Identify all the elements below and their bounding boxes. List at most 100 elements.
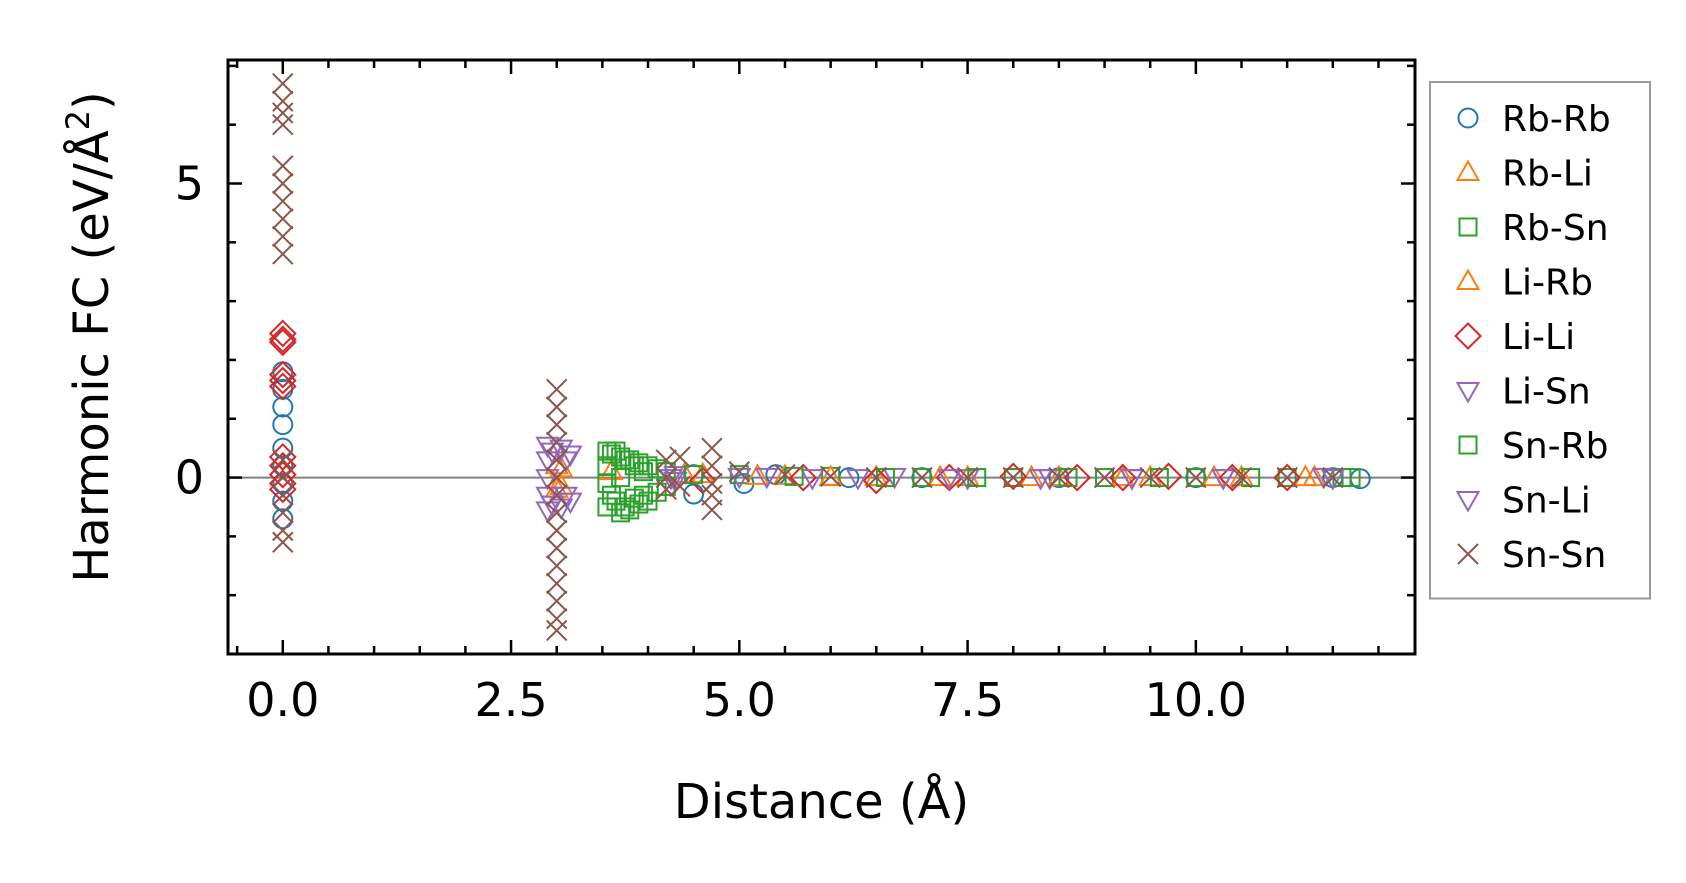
y-axis-label-main: Harmonic FC (eV/Å: [63, 130, 120, 583]
tick-labels: 0.0 2.5 5.0 7.5 10.0 0 5: [175, 157, 1247, 727]
data-point: [1110, 464, 1136, 487]
legend-box: [1429, 81, 1651, 600]
data-point: [701, 499, 723, 521]
data-point: [1276, 466, 1298, 489]
data-point: [546, 537, 568, 559]
data-point: [729, 465, 749, 485]
data-point: [272, 225, 294, 248]
y-tick-label: 0: [175, 451, 204, 505]
data-point: [272, 466, 294, 489]
data-point: [272, 243, 294, 265]
data-point: [1093, 466, 1116, 489]
legend-label: Li-Sn: [1502, 372, 1591, 413]
plot-frame: [226, 58, 1417, 656]
y-axis-label-superscript: 2: [59, 110, 97, 130]
data-point: [272, 531, 294, 553]
data-point: [272, 508, 294, 530]
data-point: [539, 495, 565, 518]
x-tick-label: 2.5: [474, 673, 547, 727]
legend-label: Li-Li: [1502, 317, 1575, 358]
data-point: [655, 449, 677, 471]
x-tick-label: 7.5: [931, 673, 1004, 727]
data-point: [546, 572, 568, 595]
data-point: [272, 90, 294, 112]
data-point: [1273, 463, 1302, 492]
data-point: [789, 463, 818, 492]
data-point: [1230, 466, 1253, 489]
data-point: [272, 455, 294, 477]
data-point: [655, 466, 677, 489]
data-point: [865, 466, 887, 489]
data-point: [956, 466, 979, 489]
data-point: [272, 102, 294, 124]
data-point: [546, 502, 568, 524]
data-point: [268, 360, 297, 389]
data-point: [272, 484, 294, 506]
data-point: [546, 413, 568, 436]
data-point: [1293, 464, 1318, 487]
data-point: [927, 464, 953, 487]
data-point: [272, 155, 294, 177]
data-point: [1063, 463, 1092, 492]
data-point: [774, 463, 796, 486]
legend-marker: [1455, 268, 1481, 290]
data-point: [1095, 468, 1115, 488]
legend-label: Rb-Rb: [1502, 99, 1611, 140]
data-point: [633, 462, 653, 482]
data-point: [1322, 466, 1344, 489]
data-point: [272, 208, 294, 230]
legend-label: Sn-Li: [1502, 481, 1591, 522]
data-point: [669, 475, 691, 498]
axis-ticks: [228, 60, 1415, 656]
data-point: [272, 190, 294, 212]
data-point: [728, 460, 751, 483]
data-point: [819, 465, 842, 488]
data-point: [272, 396, 294, 418]
data-point: [1108, 463, 1137, 492]
legend-label: Sn-Sn: [1502, 535, 1606, 576]
data-point: [546, 378, 568, 401]
data-point: [546, 590, 568, 612]
data-point: [272, 519, 294, 542]
data-point: [272, 113, 294, 136]
y-axis-label: Harmonic FC (eV/Å2): [59, 91, 120, 583]
data-point: [268, 366, 297, 395]
data-point: [937, 469, 962, 491]
data-point: [1003, 468, 1023, 488]
data-point: [1048, 466, 1070, 489]
data-point: [1154, 462, 1183, 491]
data-point: [669, 446, 691, 468]
data-point: [655, 478, 677, 501]
data-point: [272, 449, 294, 471]
data-point: [701, 455, 723, 477]
data-point: [1119, 469, 1145, 491]
data-point: [999, 462, 1028, 491]
data-point: [818, 464, 843, 487]
data-point: [272, 437, 294, 459]
data-point: [633, 485, 653, 505]
data-point: [546, 449, 568, 471]
x-tick-label: 0.0: [246, 673, 319, 727]
legend-marker: [1458, 435, 1478, 455]
data-point: [546, 519, 568, 542]
legend-marker: [1458, 217, 1478, 237]
legend-marker: [1457, 107, 1479, 129]
data-point: [268, 328, 297, 357]
data-point: [268, 372, 297, 401]
data-point: [546, 431, 568, 453]
data-point: [546, 608, 568, 630]
legend-label: Rb-Sn: [1502, 208, 1609, 249]
data-point: [558, 445, 583, 468]
data-point: [911, 466, 933, 489]
data-point: [862, 466, 891, 495]
data-point: [1320, 469, 1346, 491]
data-point: [272, 172, 294, 195]
legend-label: Rb-Li: [1502, 154, 1593, 195]
x-axis-label: Distance (Å): [674, 773, 969, 830]
scatter-marks: [268, 72, 1371, 642]
data-point: [845, 469, 871, 491]
data-point: [701, 472, 723, 495]
data-point: [272, 72, 294, 95]
